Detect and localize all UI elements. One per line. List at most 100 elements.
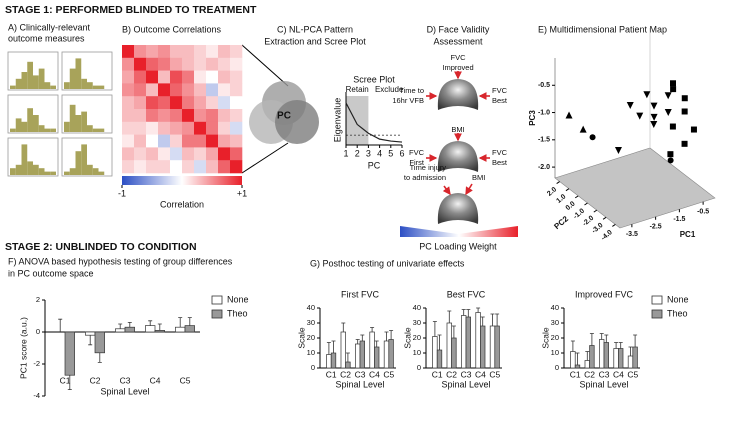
bar (94, 331, 105, 354)
x-tick-label: C5 (489, 369, 500, 379)
heatmap-cell (134, 45, 147, 59)
histogram-bar (21, 72, 28, 89)
bar (359, 340, 365, 369)
bar (85, 331, 96, 336)
heatmap-cell (146, 109, 159, 123)
y-axis-label: PC1 score (a.u.) (18, 317, 28, 379)
error-bar (570, 340, 575, 352)
heatmap-cell (146, 121, 159, 135)
heatmap-cell (182, 147, 195, 161)
error-bar (341, 322, 346, 332)
heatmap-cell (230, 57, 243, 71)
heatmap-cell (218, 70, 231, 84)
loading-label: Best (492, 96, 508, 105)
y-tick (593, 209, 598, 213)
loading-label: FVC (492, 148, 508, 157)
y-tick-label: 0.0 (565, 200, 577, 212)
x-tick-label: C1 (432, 369, 443, 379)
panel-title: Assessment (433, 36, 483, 46)
histogram-bar (75, 115, 82, 132)
error-bar (599, 333, 604, 340)
point (681, 108, 688, 115)
y-tick-label: 0 (36, 327, 40, 336)
z-tick-label: -0.5 (538, 82, 550, 89)
x-axis-label: PC (368, 160, 381, 170)
y-tick-label: 0 (311, 363, 315, 372)
z-tick-label: -1.0 (538, 109, 550, 116)
bar (184, 325, 195, 333)
connector (241, 44, 289, 87)
histogram-bar (81, 78, 87, 89)
heatmap-cell (146, 96, 159, 110)
heatmap-cell (230, 160, 243, 174)
heatmap-cell (182, 121, 195, 135)
colorbar-label: PC Loading Weight (419, 241, 497, 251)
x-tick-label: C4 (150, 375, 161, 385)
histogram-bar (75, 151, 82, 175)
heatmap-cell (158, 83, 171, 97)
bar (369, 331, 375, 369)
heatmap-cell (182, 109, 195, 123)
histogram-bar (33, 75, 39, 89)
panel-title: F) ANOVA based hypothesis testing of gro… (8, 256, 233, 266)
bar (618, 348, 624, 369)
loading-label: BMI (451, 125, 464, 134)
histogram-bar (21, 144, 28, 175)
point (690, 126, 697, 133)
x-tick-label: C2 (90, 375, 101, 385)
heatmap-cell (230, 134, 243, 148)
y-tick (565, 188, 570, 192)
heatmap-cell (194, 134, 207, 148)
pc-circle (275, 100, 319, 144)
histogram-bar (64, 121, 70, 132)
heatmap-cell (194, 147, 207, 161)
heatmap-cell (218, 109, 231, 123)
error-bar (389, 330, 394, 340)
heatmap-cell (218, 45, 231, 59)
x-tick-label: C2 (584, 369, 595, 379)
error-bar (384, 331, 389, 341)
loading-label: BMI (472, 173, 485, 182)
x-axis-label: Spinal Level (441, 379, 490, 389)
legend-label: Theo (227, 308, 248, 318)
bar (345, 361, 351, 369)
heatmap-cell (158, 160, 171, 174)
histogram-bar (64, 82, 70, 89)
heatmap-cell (194, 45, 207, 59)
point (614, 146, 622, 154)
heatmap-cell (182, 96, 195, 110)
histogram-bar (69, 104, 76, 132)
histogram-bar (69, 168, 76, 175)
x-tick-label: -3.5 (626, 231, 638, 238)
point (650, 120, 658, 128)
heatmap-cell (158, 70, 171, 84)
bar (355, 343, 361, 369)
point (667, 157, 674, 164)
heatmap-cell (230, 96, 243, 110)
heatmap-cell (206, 160, 219, 174)
y-tick (574, 195, 579, 199)
x-tick-label: C3 (599, 369, 610, 379)
bar (461, 315, 467, 369)
loading-colorbar (400, 226, 518, 237)
z-tick-label: -2.0 (538, 164, 550, 171)
heatmap-cell (146, 57, 159, 71)
histogram-bar (38, 125, 45, 132)
error-bar (589, 333, 594, 346)
y-tick-label: 10 (307, 348, 315, 357)
histogram-bar (15, 118, 22, 132)
histogram-bar (10, 168, 16, 175)
error-bar (88, 335, 93, 346)
y-tick-label: 30 (551, 318, 559, 327)
loading-arrow (442, 185, 451, 196)
x-axis-label: PC1 (680, 230, 696, 239)
point (664, 109, 672, 117)
loading-label: to admission (404, 173, 446, 182)
histogram-bar (81, 144, 87, 175)
scree-title: Scree Plot (353, 74, 395, 84)
y-tick-label: 20 (307, 333, 315, 342)
heatmap-cell (146, 70, 159, 84)
x-tick-label: C3 (120, 375, 131, 385)
bar (465, 316, 471, 369)
error-bar (614, 342, 619, 349)
